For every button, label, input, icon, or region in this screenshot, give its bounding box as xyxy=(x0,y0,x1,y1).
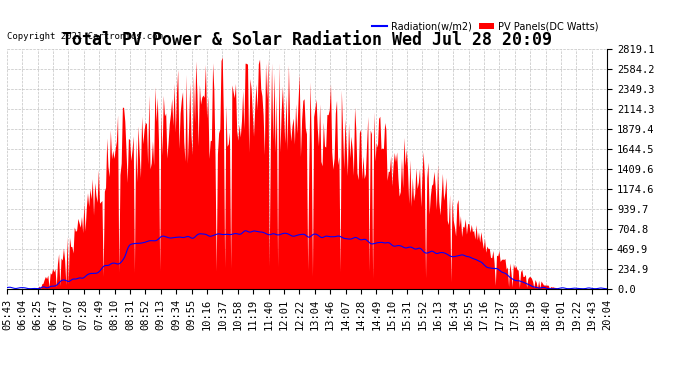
Legend: Radiation(w/m2), PV Panels(DC Watts): Radiation(w/m2), PV Panels(DC Watts) xyxy=(368,18,602,35)
Text: Copyright 2021 Cartronics.com: Copyright 2021 Cartronics.com xyxy=(7,32,163,41)
Title: Total PV Power & Solar Radiation Wed Jul 28 20:09: Total PV Power & Solar Radiation Wed Jul… xyxy=(62,31,552,49)
